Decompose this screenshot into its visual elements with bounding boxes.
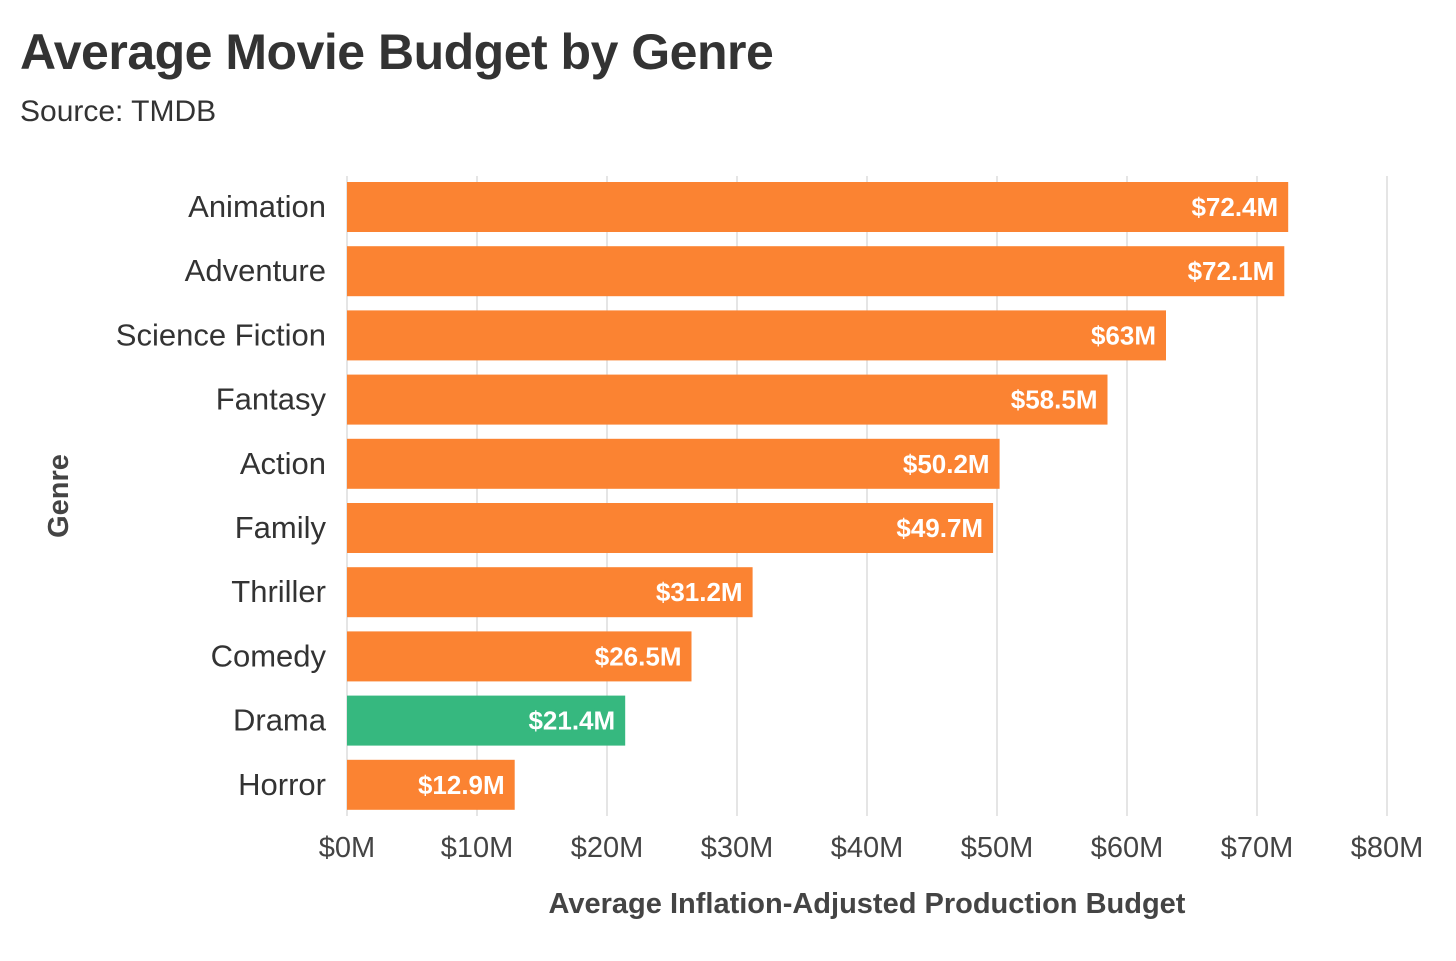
category-label: Family [235,510,327,545]
bar-value-label: $50.2M [903,449,990,479]
chart-title: Average Movie Budget by Genre [20,24,774,80]
bar-value-labels: $72.4M $72.1M $63M $58.5M $50.2M $49.7M $31.2M… [415,189,1281,803]
bar [347,631,692,682]
category-label: Adventure [185,253,326,288]
x-tick-label: $50M [961,832,1034,864]
bar-value-label: $72.4M [1191,192,1278,222]
x-tick-label: $0M [319,832,375,864]
bar [347,695,626,746]
category-labels: Animation Adventure Science Fiction Fantasy… [116,189,327,802]
category-label: Horror [238,767,326,802]
bar [347,567,753,618]
category-label: Thriller [231,574,326,609]
category-label: Drama [233,703,327,738]
x-tick-label: $40M [831,832,904,864]
x-tick-label: $80M [1351,832,1424,864]
category-label: Comedy [211,638,327,673]
category-label: Fantasy [216,382,327,417]
bar-value-label: $26.5M [595,641,682,671]
bars [347,182,1289,810]
bar [347,503,994,553]
bar-value-label: $72.1M [1188,256,1275,286]
x-tick-label: $10M [441,832,514,864]
chart-subtitle: Source: TMDB [20,95,217,128]
bar-value-label: $31.2M [656,577,743,607]
category-label: Science Fiction [116,317,326,352]
x-axis-title: Average Inflation-Adjusted Production Bu… [549,888,1186,920]
x-tick-label: $30M [701,832,774,864]
x-axis-tick-labels: $0M $10M $20M $30M $40M $50M $60M $70M $80M [319,832,1423,864]
bar [347,374,1108,425]
bar-value-label: $49.7M [896,513,983,543]
bar [347,438,1000,489]
bar-value-label: $12.9M [418,770,505,800]
y-axis-title: Genre [43,454,75,538]
bar-value-label: $63M [1091,320,1156,350]
bar [347,246,1285,297]
bar [347,310,1166,361]
bar-value-label: $58.5M [1011,385,1098,415]
bar [347,759,515,810]
bar-value-label: $21.4M [528,706,615,736]
category-label: Animation [188,189,326,224]
category-label: Action [240,446,326,481]
x-tick-label: $20M [571,832,644,864]
x-tick-label: $70M [1221,832,1294,864]
bar [347,182,1289,232]
x-tick-label: $60M [1091,832,1164,864]
